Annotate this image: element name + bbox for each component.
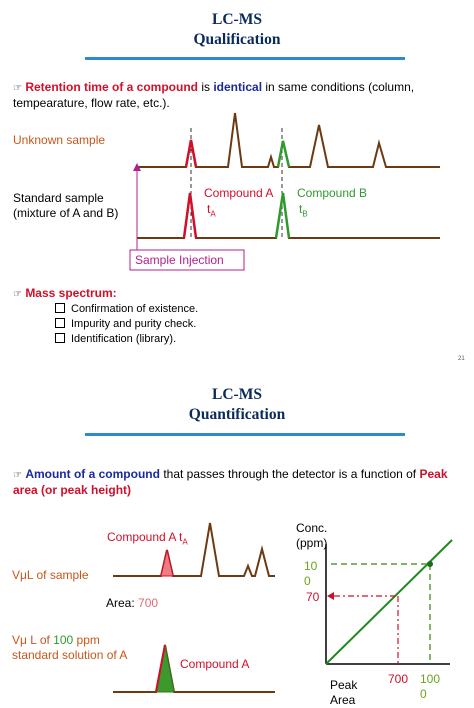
x-tick-700: 700 bbox=[388, 672, 409, 686]
sample-peak-a-area bbox=[160, 549, 174, 577]
tb-label: tB bbox=[299, 202, 308, 219]
retention-rest: in same conditions (column, bbox=[265, 80, 415, 94]
y-tick-100: 10 0 bbox=[304, 559, 318, 588]
area-value: 700 bbox=[138, 596, 159, 610]
standard-peak-a bbox=[182, 192, 198, 239]
compound-a-ta-label: Compound A tA bbox=[107, 530, 188, 547]
ref-point bbox=[427, 561, 433, 567]
amount-bullet: ☞ Amount of a compound that passes throu… bbox=[13, 467, 468, 498]
mass-spectrum-heading: ☞ Mass spectrum: bbox=[13, 286, 117, 302]
pointing-hand-icon: ☞ bbox=[13, 83, 22, 94]
list-item: Impurity and purity check. bbox=[55, 317, 198, 332]
compound-a-std-label: Compound A bbox=[180, 657, 250, 671]
standard-peak-b bbox=[274, 192, 291, 239]
quantification-diagram bbox=[113, 522, 453, 693]
list-item: Confirmation of existence. bbox=[55, 302, 198, 317]
slide2-subtitle: Quantification bbox=[188, 406, 286, 423]
checkbox-icon bbox=[55, 303, 65, 313]
ta-label: tA bbox=[207, 202, 216, 219]
mass-spectrum-list: Confirmation of existence. Impurity and … bbox=[55, 302, 198, 347]
slide2-title-underline bbox=[85, 433, 405, 436]
pointing-hand-icon: ☞ bbox=[13, 289, 22, 300]
peak-area-phrase: area (or peak height) bbox=[13, 483, 132, 497]
peak-area-axis-label: Peak Area bbox=[330, 678, 358, 707]
sample-injection-label: Sample Injection bbox=[135, 253, 224, 267]
sample-injection-box bbox=[129, 249, 245, 271]
unknown-sample-trace bbox=[137, 112, 440, 168]
standard-sample-line1: Standard sample bbox=[13, 191, 104, 205]
conc-label: Conc. (ppm) bbox=[296, 521, 328, 550]
retention-bullet: ☞ Retention time of a compound is identi… bbox=[13, 80, 463, 111]
slide1-title: LC-MS bbox=[212, 11, 262, 28]
slide2-title: LC-MS bbox=[212, 386, 262, 403]
slide1-subtitle: Qualification bbox=[193, 31, 281, 48]
standard-sample-label: Standard sample (mixture of A and B) bbox=[13, 191, 118, 221]
amount-rest: that passes through the detector is a fu… bbox=[163, 467, 417, 481]
unknown-sample-label: Unknown sample bbox=[13, 133, 106, 147]
compound-a-label: Compound A bbox=[204, 186, 274, 200]
amount-bold: Amount of a compound bbox=[25, 467, 160, 481]
checkbox-icon bbox=[55, 333, 65, 343]
page-number: 21 bbox=[458, 356, 465, 362]
mass-spectrum-label: Mass spectrum: bbox=[25, 286, 117, 300]
retention-identical: identical bbox=[213, 80, 263, 94]
pointing-hand-icon: ☞ bbox=[13, 470, 22, 481]
area-label: Area: 700 bbox=[106, 596, 159, 610]
checkbox-icon bbox=[55, 318, 65, 328]
standard-peak-edge bbox=[155, 644, 166, 693]
retention-line2: tempearature, flow rate, etc.). bbox=[13, 96, 170, 110]
x-tick-1000: 100 0 bbox=[420, 672, 441, 701]
unknown-peak-a bbox=[184, 139, 198, 168]
standard-sample-line2: (mixture of A and B) bbox=[13, 206, 119, 220]
standard-peak-area bbox=[155, 644, 175, 693]
chromatogram-diagram bbox=[129, 112, 440, 271]
calibration-line bbox=[325, 539, 453, 665]
sample-arrow-head bbox=[327, 592, 334, 600]
list-item: Identification (library). bbox=[55, 332, 198, 347]
std-solution-label: Vμ L of 100 ppm standard solution of A bbox=[12, 633, 128, 662]
peak-word: Peak bbox=[419, 467, 448, 481]
vul-sample-label: VμL of sample bbox=[12, 568, 89, 582]
injection-arrow-head bbox=[133, 163, 141, 171]
retention-bold: Retention time of a compound bbox=[25, 80, 198, 94]
unknown-peak-b bbox=[276, 140, 291, 168]
retention-is: is bbox=[201, 80, 210, 94]
compound-b-label: Compound B bbox=[297, 186, 368, 200]
y-tick-70: 70 bbox=[306, 590, 320, 604]
slide1-title-underline bbox=[85, 57, 405, 60]
